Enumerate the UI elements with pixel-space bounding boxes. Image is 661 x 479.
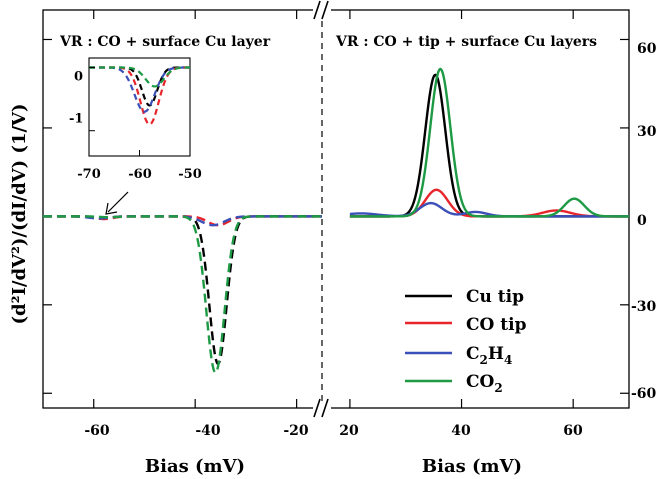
y-tick-label: 30 <box>637 124 657 140</box>
series-curves <box>43 67 629 374</box>
inset-series-line-co2 <box>89 66 191 88</box>
y-tick-label: -60 <box>631 386 657 402</box>
y-tick-label: 0 <box>637 213 647 229</box>
x-tick-label: -60 <box>84 423 110 439</box>
x-tick-label: 40 <box>451 423 471 439</box>
axis-break-marks <box>313 0 331 418</box>
left-panel-title: VR : CO + surface Cu layer <box>59 34 271 50</box>
legend-label-cu-tip: Cu tip <box>466 287 524 307</box>
right-x-tick-labels: 20 40 60 <box>339 423 583 439</box>
inset-curves <box>88 66 191 156</box>
legend-label-c2h4: C2H4 <box>466 344 512 367</box>
y-tick-label: -30 <box>631 299 657 315</box>
series-line-cu-tip-right <box>349 73 629 218</box>
inset-y-tick-label: 0 <box>74 70 83 85</box>
series-line-co2-left <box>43 215 322 374</box>
x-tick-label: 20 <box>339 423 359 439</box>
right-y-tick-labels: 60 30 0 -30 -60 <box>631 41 657 402</box>
y-axis-title: (d²I/dV²)/(dI/dV) (1/V) <box>9 103 30 324</box>
inset-x-tick-label: -60 <box>128 167 152 182</box>
inset-tick-labels: 0 -1 -70 -60 -50 <box>69 70 202 183</box>
plot-frame <box>42 9 630 409</box>
inset-series-line-c2h4 <box>89 66 190 113</box>
x-tick-label: -20 <box>283 423 309 439</box>
inset-arrow <box>105 191 129 215</box>
x-tick-label: 60 <box>563 423 583 439</box>
x-axis-title-left: Bias (mV) <box>145 456 245 477</box>
legend-label-co2: CO2 <box>466 372 503 395</box>
series-line-co-tip-left <box>43 215 322 227</box>
inset-x-tick-label: -50 <box>178 167 202 182</box>
inset-y-tick-label: -1 <box>69 112 83 127</box>
series-line-co2-right <box>349 67 629 218</box>
y-tick-label: 60 <box>637 41 657 57</box>
series-line-c2h4-left <box>43 215 322 227</box>
right-panel-title: VR : CO + tip + surface Cu layers <box>335 34 597 50</box>
left-x-tick-labels: -60 -40 -20 <box>84 423 309 439</box>
series-line-cu-tip-left <box>43 215 322 366</box>
inset-x-tick-label: -70 <box>77 167 101 182</box>
legend-label-co-tip: CO tip <box>466 315 527 335</box>
x-tick-label: -40 <box>195 423 221 439</box>
legend: Cu tip CO tip C2H4 CO2 <box>405 287 527 395</box>
x-axis-title-right: Bias (mV) <box>422 456 522 477</box>
series-line-co-tip-right <box>349 188 629 218</box>
axis-ticks <box>43 10 629 408</box>
